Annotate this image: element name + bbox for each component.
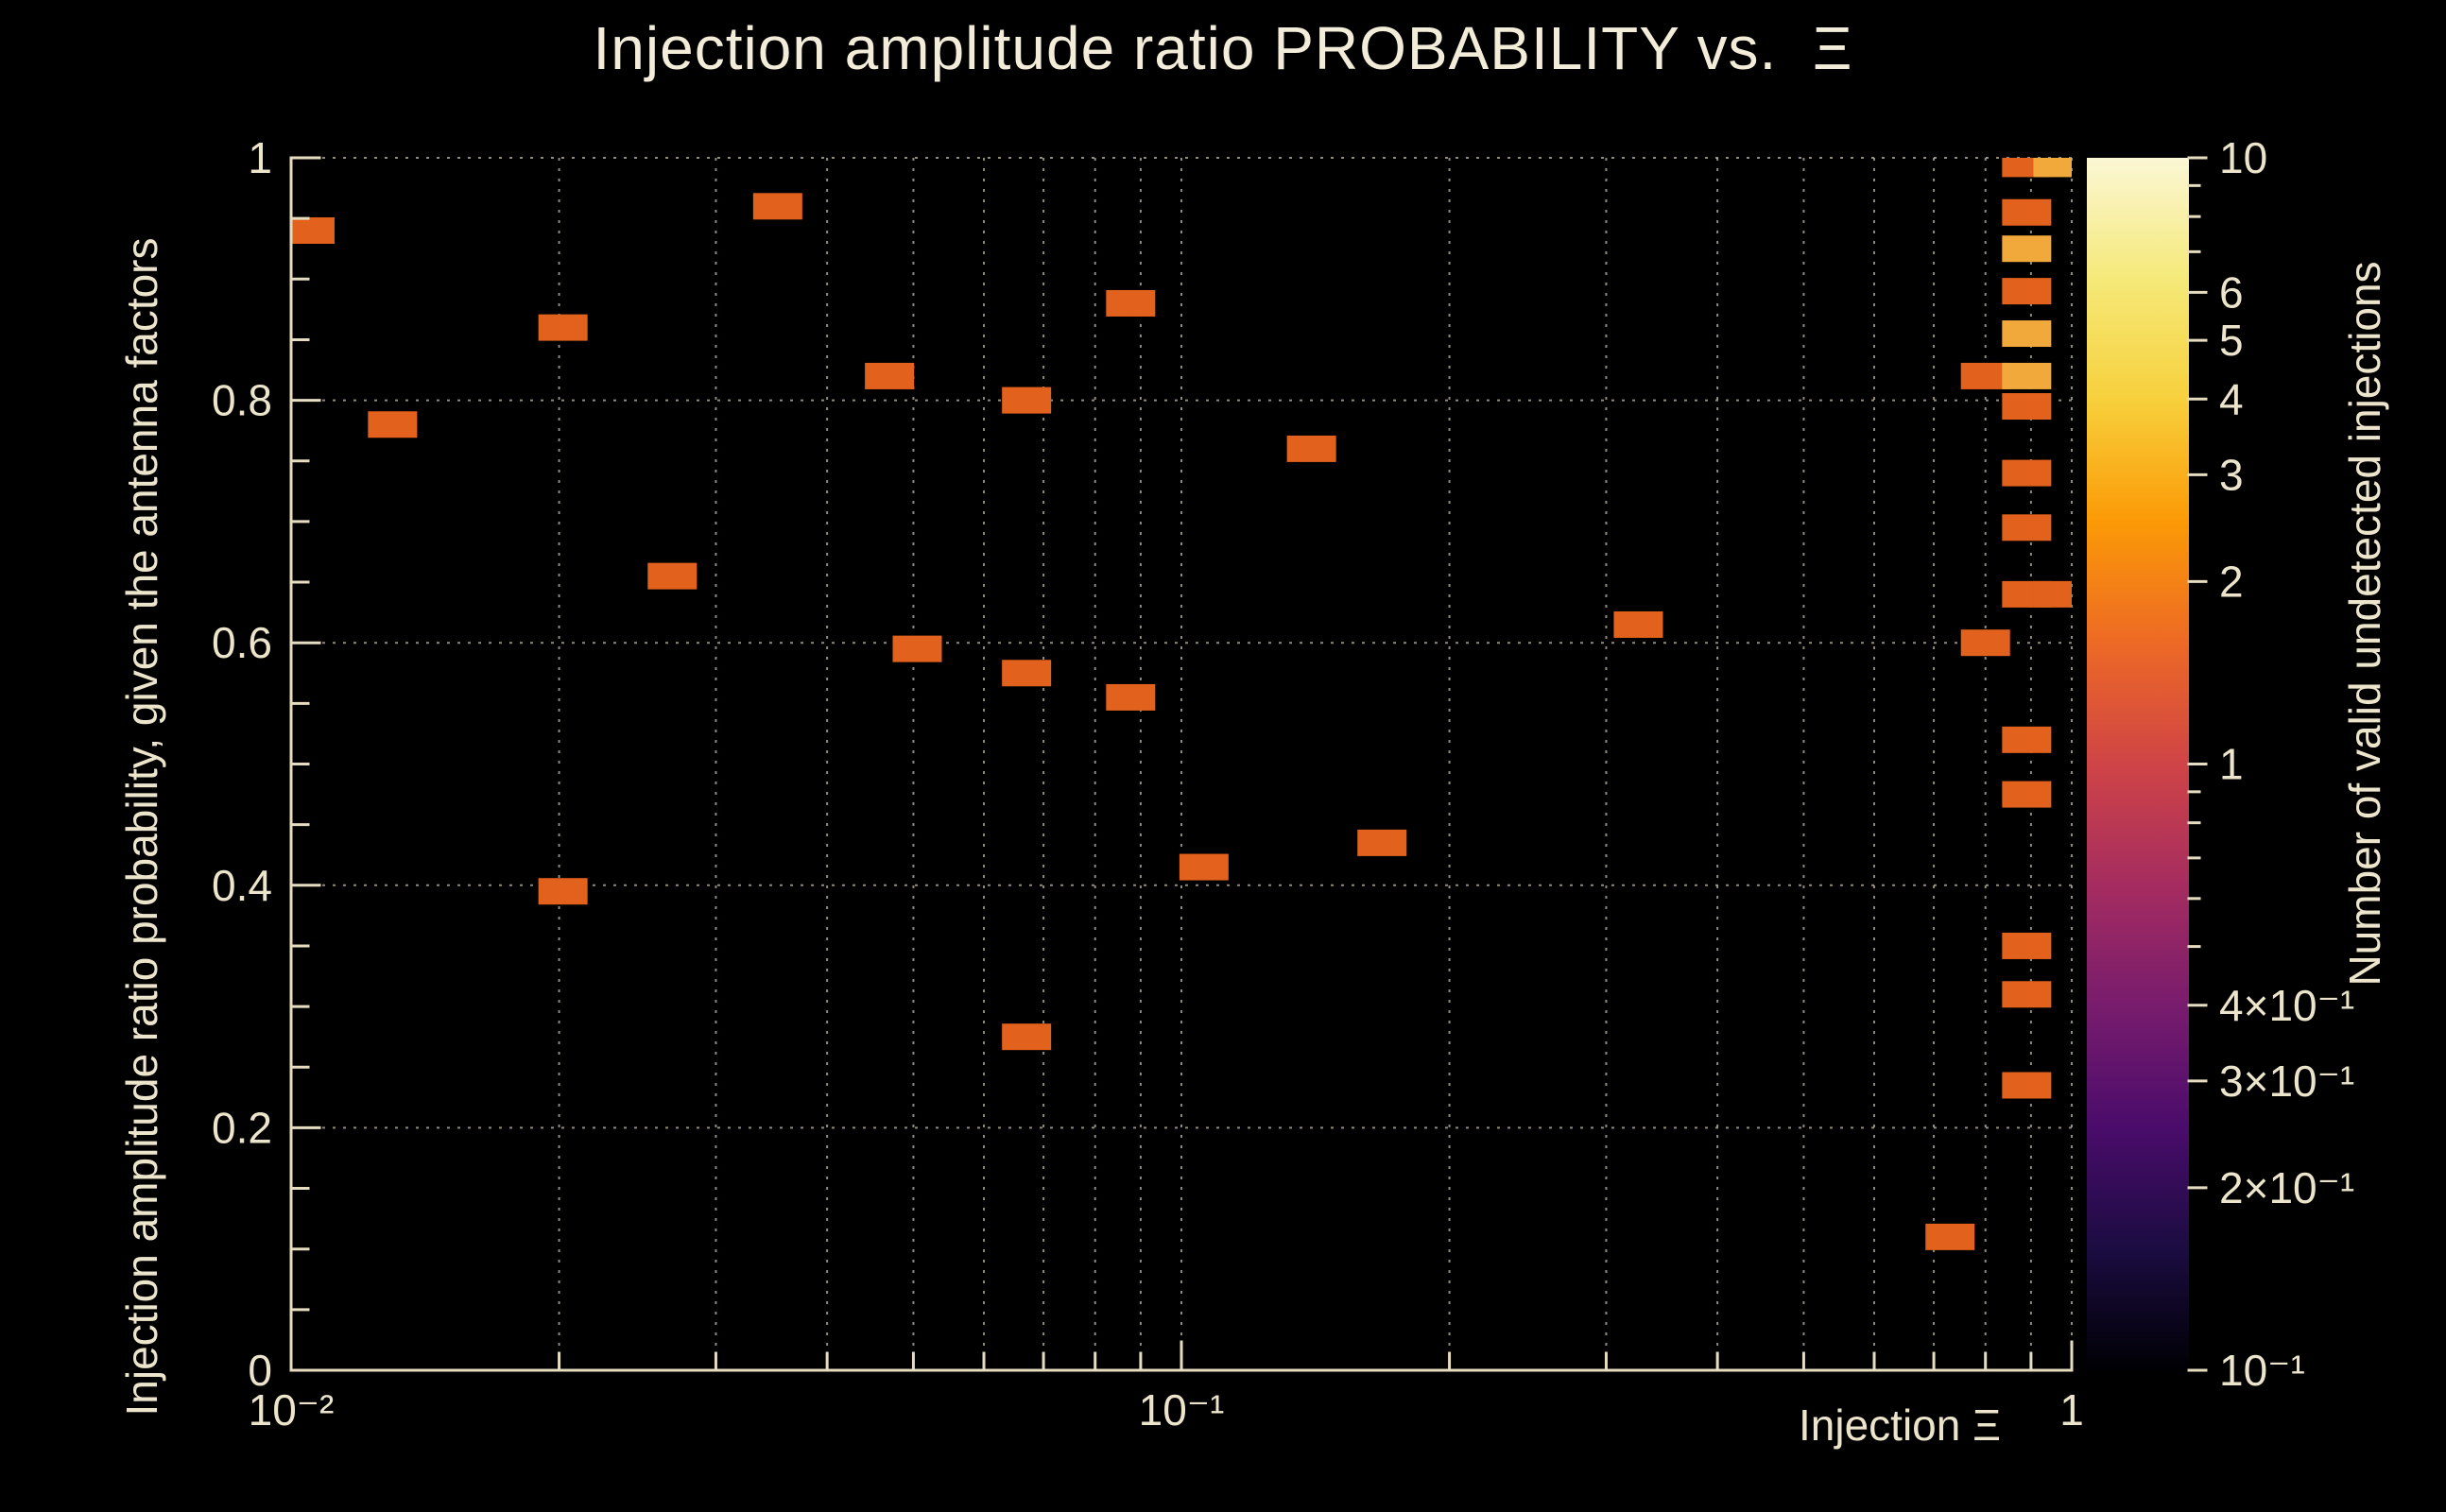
y-tick-label: 0.4: [212, 861, 272, 910]
heatmap-bin: [368, 411, 418, 438]
heatmap-bin: [1286, 435, 1336, 462]
y-tick-label: 0: [248, 1346, 272, 1395]
colorbar-tick-label: 2: [2219, 557, 2244, 606]
heatmap-bin: [892, 635, 942, 662]
heatmap-bin: [2002, 362, 2052, 389]
heatmap-bins: [291, 158, 2072, 1250]
x-axis-label: Injection Ξ: [1798, 1400, 2002, 1450]
colorbar: 10 65 4 3 2 1 4×10⁻¹ 3×10⁻¹ 2×10⁻¹ 10⁻¹: [2087, 133, 2354, 1395]
heatmap-bin: [1106, 289, 1156, 317]
heatmap-bin: [1002, 660, 1052, 687]
heatmap-bin: [2033, 158, 2072, 178]
x-tick-label: 10⁻¹: [1139, 1385, 1225, 1435]
heatmap-bin: [1002, 1023, 1052, 1051]
heatmap-bin: [2002, 198, 2052, 226]
y-tick-label: 0.2: [212, 1103, 272, 1152]
colorbar-tick-label: 5: [2219, 316, 2244, 365]
axes: 10⁻² 10⁻¹ 1 0 0.2 0.4 0.6 0.8 1: [212, 133, 2084, 1435]
colorbar-tick-label: 1: [2219, 740, 2244, 789]
heatmap-bin: [1002, 387, 1052, 414]
x-tick-label: 1: [2059, 1385, 2084, 1435]
x-tick-label: 10⁻²: [249, 1385, 335, 1435]
colorbar-tick-label: 4×10⁻¹: [2219, 981, 2354, 1030]
chart-title: Injection amplitude ratio PROBABILITY vs…: [593, 14, 1853, 82]
heatmap-bin: [752, 193, 802, 220]
heatmap-bin: [2002, 459, 2052, 487]
colorbar-tick-label: 6: [2219, 267, 2244, 317]
heatmap-bin: [2002, 320, 2052, 348]
heatmap-bin: [1106, 683, 1156, 711]
heatmap-bin: [1925, 1223, 1975, 1250]
heatmap-bin: [2002, 278, 2052, 305]
y-tick-label: 0.8: [212, 376, 272, 425]
heatmap-bin: [538, 314, 588, 341]
heatmap-bin: [2002, 781, 2052, 808]
heatmap-bin: [2002, 1072, 2052, 1099]
heatmap-bin: [1357, 829, 1407, 856]
heatmap-bin: [865, 362, 915, 389]
heatmap-bin: [2002, 981, 2052, 1008]
colorbar-tick-label: 10: [2219, 133, 2267, 182]
colorbar-tick-label: 3: [2219, 450, 2244, 499]
heatmap-bin: [2033, 580, 2072, 608]
heatmap-bin: [2002, 393, 2052, 421]
heatmap-bin: [647, 562, 698, 590]
colorbar-tick-label: 3×10⁻¹: [2219, 1057, 2354, 1106]
heatmap-bin: [1179, 853, 1229, 881]
gridlines: [291, 157, 2073, 1370]
colorbar-tick-label: 10⁻¹: [2219, 1346, 2305, 1395]
heatmap-bin: [1960, 362, 2010, 389]
heatmap-bin: [2002, 235, 2052, 263]
heatmap-bin: [2002, 932, 2052, 959]
colorbar-gradient: [2087, 158, 2189, 1370]
y-tick-label: 0.6: [212, 618, 272, 667]
heatmap-bin: [2002, 726, 2052, 753]
colorbar-tick-label: 2×10⁻¹: [2219, 1163, 2354, 1212]
heatmap-bin: [1613, 610, 1663, 638]
heatmap-bin: [291, 216, 335, 244]
colorbar-tick-label: 4: [2219, 374, 2244, 423]
heatmap-bin: [2002, 514, 2052, 541]
y-tick-label: 1: [248, 133, 272, 182]
heatmap-bin: [538, 878, 588, 905]
heatmap-bin: [1960, 629, 2010, 657]
